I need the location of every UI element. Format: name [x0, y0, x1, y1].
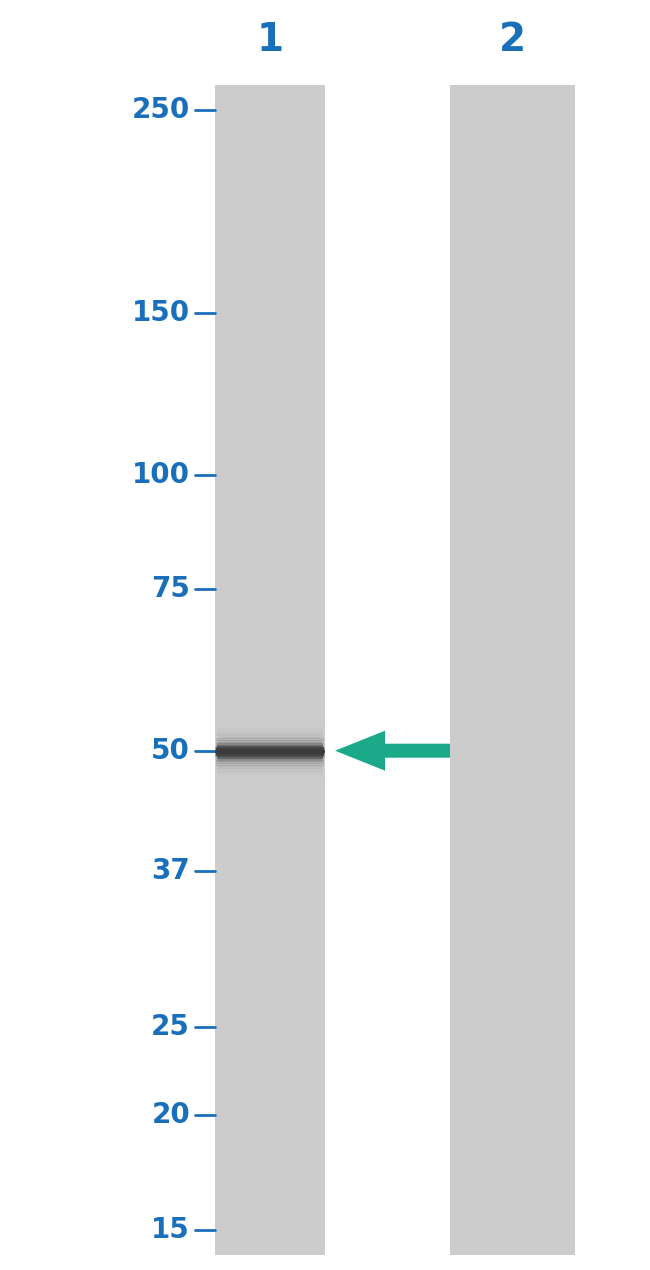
Bar — [218, 758, 322, 759]
Bar — [219, 762, 321, 763]
Text: 100: 100 — [132, 461, 190, 489]
Bar — [216, 758, 324, 761]
Bar — [216, 757, 324, 759]
Bar — [220, 763, 320, 765]
Bar — [215, 752, 325, 754]
Bar — [216, 737, 324, 739]
Bar — [215, 749, 325, 752]
Bar — [218, 759, 322, 761]
Bar — [216, 740, 324, 743]
Bar — [215, 754, 324, 757]
Bar — [216, 747, 324, 748]
Bar — [216, 748, 324, 749]
Bar — [218, 729, 322, 730]
Bar — [216, 745, 324, 747]
Bar — [216, 765, 324, 767]
Bar — [220, 737, 320, 738]
Text: 50: 50 — [151, 737, 190, 765]
Text: 15: 15 — [151, 1215, 190, 1245]
Bar — [219, 740, 321, 742]
Bar — [216, 743, 324, 745]
Text: 25: 25 — [151, 1012, 190, 1040]
Bar — [220, 738, 320, 739]
Bar — [215, 753, 325, 756]
Bar — [450, 85, 575, 1255]
Bar — [218, 740, 321, 743]
Polygon shape — [335, 730, 450, 771]
Bar — [215, 747, 324, 749]
Bar — [216, 752, 324, 754]
Bar — [216, 742, 324, 744]
Bar — [219, 762, 320, 765]
Text: 20: 20 — [151, 1101, 190, 1129]
Bar — [217, 735, 323, 738]
Bar — [216, 754, 324, 756]
Bar — [215, 752, 325, 753]
Bar — [216, 753, 324, 754]
Bar — [218, 743, 322, 744]
Bar — [216, 756, 323, 757]
Bar — [218, 744, 322, 745]
Bar — [215, 85, 325, 1255]
Bar — [218, 761, 321, 762]
Bar — [220, 735, 320, 737]
Bar — [217, 771, 322, 773]
Bar — [217, 733, 323, 735]
Bar — [217, 757, 323, 758]
Bar — [219, 739, 320, 740]
Bar — [218, 757, 322, 759]
Bar — [218, 742, 322, 743]
Text: 250: 250 — [132, 97, 190, 124]
Bar — [215, 748, 325, 751]
Text: 1: 1 — [257, 22, 283, 58]
Bar — [217, 732, 323, 734]
Bar — [215, 751, 325, 752]
Text: 150: 150 — [132, 300, 190, 328]
Text: 75: 75 — [151, 575, 190, 603]
Bar — [218, 773, 322, 776]
Bar — [218, 726, 322, 729]
Bar — [216, 738, 324, 740]
Bar — [217, 768, 323, 771]
Bar — [217, 766, 323, 768]
Bar — [217, 730, 322, 733]
Bar — [217, 770, 323, 772]
Bar — [216, 745, 323, 748]
Bar — [220, 765, 320, 766]
Text: 37: 37 — [151, 856, 190, 885]
Bar — [220, 766, 320, 767]
Bar — [216, 759, 324, 762]
Bar — [216, 762, 324, 763]
Bar — [218, 775, 322, 777]
Bar — [216, 749, 324, 751]
Text: 2: 2 — [499, 22, 526, 58]
Bar — [217, 745, 323, 747]
Bar — [216, 763, 324, 766]
